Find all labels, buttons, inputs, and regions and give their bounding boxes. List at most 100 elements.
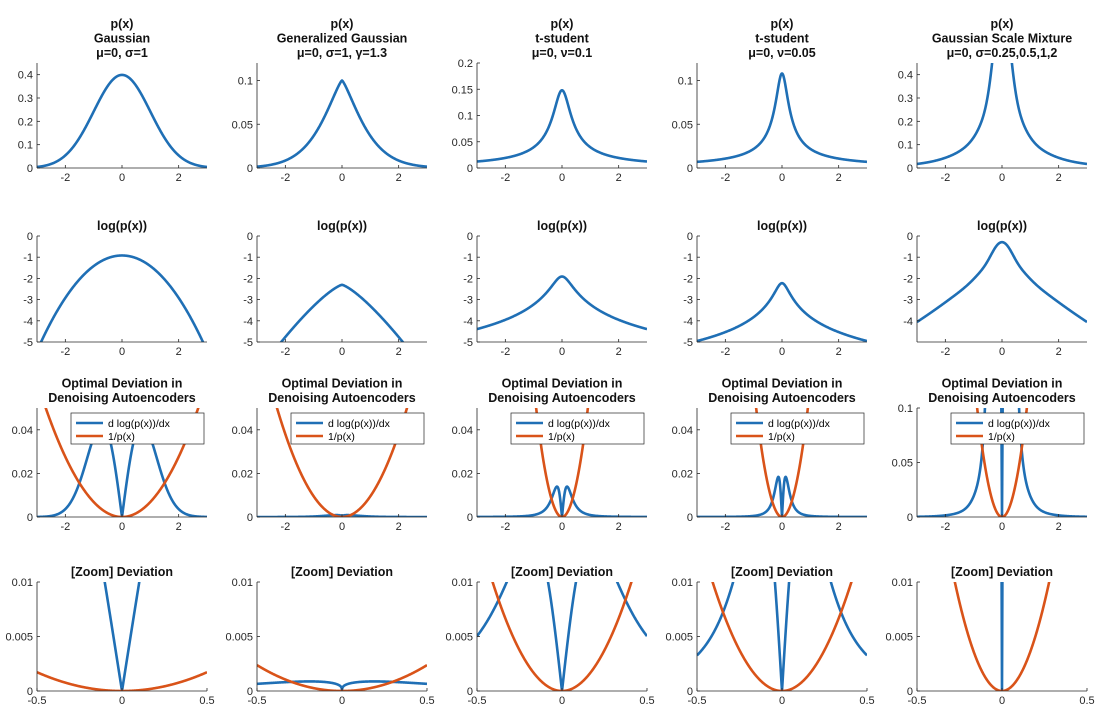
y-tick-label: 0.005 — [885, 632, 913, 644]
y-tick-label: -3 — [23, 295, 33, 307]
y-tick-label: 0.05 — [232, 119, 253, 131]
x-tick-label: 0 — [119, 346, 125, 358]
legend-label: d log(p(x))/dx — [328, 418, 391, 430]
y-tick-label: -3 — [243, 295, 253, 307]
y-tick-label: -5 — [463, 337, 473, 349]
y-tick-label: -4 — [243, 316, 253, 328]
x-tick-label: -2 — [500, 172, 510, 184]
dlog-curve — [37, 422, 207, 517]
panel-title-line: log(p(x)) — [977, 219, 1027, 233]
y-tick-label: 0 — [27, 231, 33, 243]
dlog-curve — [257, 680, 427, 691]
x-tick-label: -2 — [280, 521, 290, 533]
dlog-curve — [477, 485, 647, 517]
x-tick-label: 0 — [999, 695, 1005, 707]
panel-title-line: Gaussian Scale Mixture — [932, 32, 1072, 46]
y-tick-label: 0.01 — [232, 577, 253, 589]
panel-title-line: Generalized Gaussian — [277, 32, 408, 46]
legend-label: 1/p(x) — [328, 431, 355, 443]
panel-r2-c4: -2 0 2 0 0.05 0.1 Optimal Deviation inDenoisin… — [892, 377, 1087, 533]
panel-title-line: [Zoom] Deviation — [71, 565, 173, 579]
y-tick-label: -1 — [243, 252, 253, 264]
y-tick-label: 0.3 — [898, 93, 913, 105]
y-tick-label: 0 — [27, 686, 33, 698]
y-tick-label: 0.02 — [452, 468, 473, 480]
y-tick-label: 0.01 — [12, 577, 33, 589]
panel-title-line: p(x) — [551, 17, 574, 31]
panel-title-line: [Zoom] Deviation — [291, 565, 393, 579]
pdf-curve — [917, 63, 1087, 166]
panel-title-line: Optimal Deviation in — [282, 377, 403, 391]
legend-box — [70, 412, 205, 445]
y-tick-label: -5 — [23, 337, 33, 349]
panel-title-line: log(p(x)) — [97, 219, 147, 233]
x-tick-label: 2 — [176, 346, 182, 358]
y-tick-label: 0.04 — [452, 425, 473, 437]
panel-r2-c1: -2 0 2 0 0.02 0.04 Optimal Deviation inDenoisi… — [232, 377, 427, 533]
panel-r1-c3: -2 0 2 0 -1 -2 -3 -4 -5 log(p(x)) — [683, 219, 867, 358]
x-tick-label: 0 — [559, 521, 565, 533]
x-tick-label: -0.5 — [688, 695, 707, 707]
logpdf-curve — [39, 254, 205, 342]
y-tick-label: -5 — [683, 337, 693, 349]
y-tick-label: -3 — [683, 295, 693, 307]
panel-title-line: t-student — [535, 32, 589, 46]
panel-title-line: p(x) — [111, 17, 134, 31]
x-tick-label: -2 — [280, 346, 290, 358]
x-tick-label: -2 — [60, 172, 70, 184]
y-tick-label: 0.005 — [225, 632, 253, 644]
x-tick-label: 0.5 — [859, 695, 874, 707]
y-tick-label: -2 — [23, 273, 33, 285]
pdf-curve — [697, 72, 867, 164]
y-tick-label: 0 — [907, 231, 913, 243]
panel-r1-c4: -2 0 2 0 -1 -2 -3 -4 log(p(x)) — [903, 219, 1087, 358]
y-tick-label: 0.1 — [238, 76, 253, 88]
x-tick-label: 0 — [339, 695, 345, 707]
logpdf-curve — [917, 240, 1087, 324]
panel-r0-c1: -2 0 2 0 0.05 0.1 p(x)Generalized Gaussianμ=0,… — [232, 17, 427, 184]
inv-pdf-curve — [257, 663, 427, 691]
dlog-curve — [697, 475, 867, 517]
x-tick-label: -2 — [500, 346, 510, 358]
x-tick-label: 2 — [836, 172, 842, 184]
panel-title-line: Gaussian — [94, 32, 150, 46]
y-tick-label: 0.02 — [672, 468, 693, 480]
x-tick-label: 0.5 — [1079, 695, 1094, 707]
y-tick-label: 0.4 — [898, 70, 913, 82]
x-tick-label: -2 — [940, 172, 950, 184]
x-tick-label: -2 — [940, 521, 950, 533]
x-tick-label: 0 — [339, 346, 345, 358]
pdf-curve — [477, 89, 647, 163]
y-tick-label: 0.05 — [892, 458, 913, 470]
x-tick-label: 0 — [779, 346, 785, 358]
panel-title-line: μ=0, ν=0.05 — [748, 46, 815, 60]
x-tick-label: -2 — [720, 346, 730, 358]
legend-label: 1/p(x) — [108, 431, 135, 443]
y-tick-label: 0.05 — [452, 137, 473, 149]
y-tick-label: 0.2 — [458, 58, 473, 70]
x-tick-label: 0 — [339, 521, 345, 533]
legend-label: d log(p(x))/dx — [988, 418, 1051, 430]
x-tick-label: 0 — [559, 346, 565, 358]
panel-title-line: p(x) — [991, 17, 1014, 31]
y-tick-label: 0.02 — [12, 468, 33, 480]
x-tick-label: 0 — [559, 172, 565, 184]
panel-title-line: μ=0, σ=0.25,0.5,1,2 — [947, 46, 1058, 60]
legend: d log(p(x))/dx1/p(x) — [290, 412, 425, 445]
y-tick-label: 0 — [687, 686, 693, 698]
dlog-curve — [477, 582, 647, 691]
y-tick-label: 0.04 — [232, 425, 253, 437]
panel-title-line: [Zoom] Deviation — [951, 565, 1053, 579]
y-tick-label: 0 — [687, 231, 693, 243]
panel-r2-c3: -2 0 2 0 0.02 0.04 Optimal Deviation inDenoisi… — [672, 377, 867, 533]
panel-title-line: Denoising Autoencoders — [708, 391, 856, 405]
y-tick-label: -1 — [463, 252, 473, 264]
y-tick-label: 0.1 — [678, 76, 693, 88]
dlog-curve — [103, 582, 141, 691]
legend-box — [290, 412, 425, 445]
y-tick-label: 0.1 — [458, 111, 473, 123]
y-tick-label: 0.2 — [898, 116, 913, 128]
